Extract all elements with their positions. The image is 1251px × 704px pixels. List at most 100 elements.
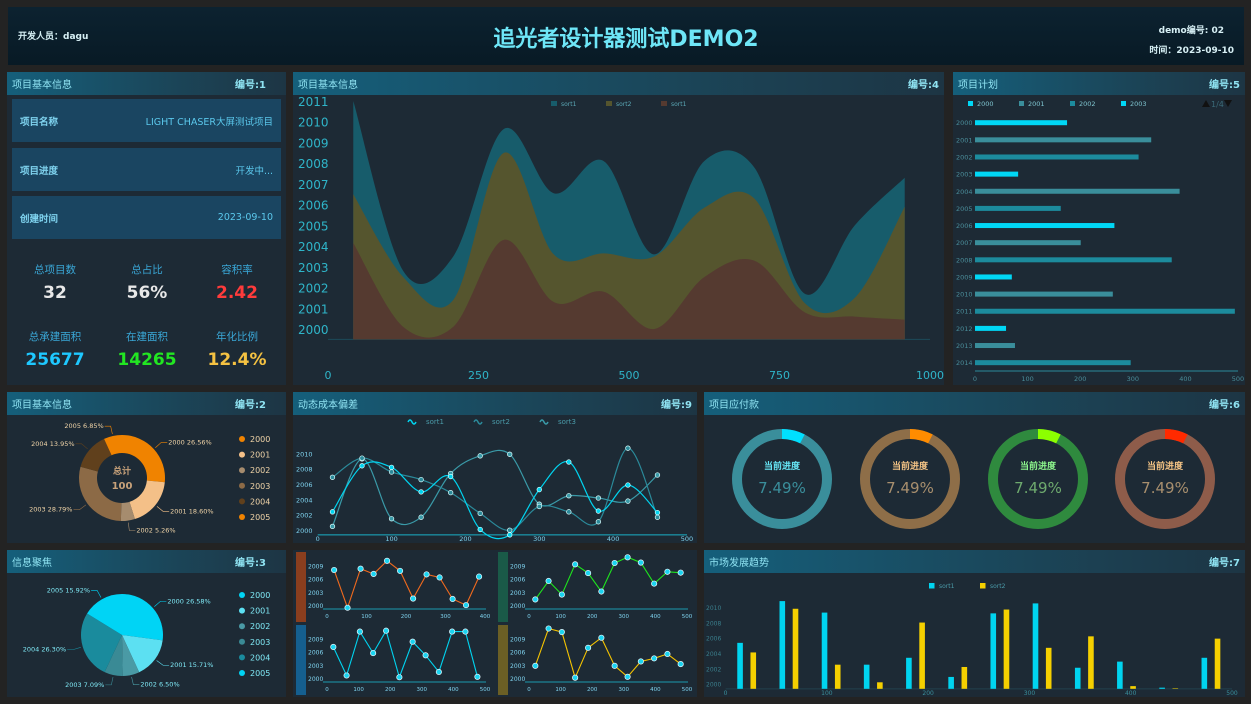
label-leader-line xyxy=(155,442,168,448)
line-series xyxy=(333,560,480,610)
legend-label: 2002 xyxy=(250,466,270,475)
data-point xyxy=(359,463,365,469)
bar xyxy=(948,676,954,689)
x-tick-label: 200 xyxy=(401,614,412,620)
info-label: 项目名称 xyxy=(20,116,59,128)
data-point xyxy=(625,498,631,504)
data-point xyxy=(423,571,430,578)
dashboard-header: 开发人员：dagu 追光者设计器测试DEMO2 demo编号: 02 时间：20… xyxy=(8,7,1244,65)
bar xyxy=(750,652,757,689)
data-point xyxy=(532,596,539,603)
legend-label: 2003 xyxy=(1130,100,1147,108)
data-point xyxy=(558,628,565,636)
data-point xyxy=(356,628,363,635)
bar xyxy=(1130,686,1136,689)
stat-item: 总承建面积 25677 xyxy=(10,329,100,370)
legend-dot xyxy=(239,654,245,661)
y-tick-label: 2002 xyxy=(296,512,313,520)
data-point xyxy=(625,482,631,488)
x-tick-label: 0 xyxy=(527,614,531,620)
data-point xyxy=(585,570,592,577)
pie-slice xyxy=(122,635,140,676)
gauge-value: 7.49% xyxy=(1014,479,1062,497)
info-label: 项目进度 xyxy=(20,165,59,177)
y-tick-label: 2000 xyxy=(298,323,329,337)
pie-slice xyxy=(120,501,135,521)
developer-label: 开发人员：dagu xyxy=(18,32,89,42)
bar xyxy=(779,601,786,689)
label-leader-line xyxy=(91,590,102,598)
x-tick-label: 300 xyxy=(1127,375,1139,383)
gauge-label: 当前进度 xyxy=(1147,460,1184,472)
area-chart: 2000 2001 2002 2003 2004 2005 2006 2007 2008 2009… xyxy=(298,95,944,382)
x-tick-label: 0 xyxy=(316,535,320,543)
stat-item: 在建面积 14265 xyxy=(102,329,192,370)
panel-donut: 项目基本信息 编号:2 2000 26.56% 2000 2001 18.60% 200… xyxy=(7,392,286,543)
line-series xyxy=(534,556,681,600)
y-tick-label: 2004 xyxy=(298,240,329,254)
bar xyxy=(1172,688,1179,689)
legend-dot xyxy=(239,436,245,442)
stat-label: 总承建面积 xyxy=(28,331,82,343)
y-tick-label: 2006 xyxy=(308,650,323,657)
panel-header: 项目基本信息 编号:4 xyxy=(293,72,944,95)
panel-number: 编号:2 xyxy=(235,400,266,411)
slice-label: 2003 28.79% xyxy=(29,506,72,514)
y-tick-label: 2006 xyxy=(296,481,313,489)
line-series xyxy=(534,627,682,680)
pager-down-icon[interactable] xyxy=(1224,100,1232,107)
label-leader-line xyxy=(105,676,114,686)
data-point xyxy=(566,509,572,515)
slice-label: 2001 18.60% xyxy=(170,507,213,515)
legend-dot xyxy=(239,607,245,614)
pie-slice xyxy=(129,480,165,520)
data-point xyxy=(536,503,542,510)
panel-number: 编号:5 xyxy=(1209,80,1240,91)
data-point xyxy=(383,557,391,564)
bar xyxy=(975,137,1152,143)
pager-up-icon[interactable] xyxy=(1202,100,1210,107)
data-point xyxy=(637,658,644,665)
panel-number: 编号:4 xyxy=(908,80,939,91)
x-tick-label: 1000 xyxy=(916,369,944,382)
data-point xyxy=(329,509,336,515)
legend-wave-icon xyxy=(539,419,549,425)
y-tick-label: 2006 xyxy=(308,577,323,584)
y-tick-label: 2000 xyxy=(510,676,525,683)
bar xyxy=(834,664,841,689)
y-tick-label: 2000 xyxy=(510,603,525,610)
x-tick-label: 500 xyxy=(681,535,693,543)
x-tick-label: 400 xyxy=(650,687,661,693)
x-tick-label: 400 xyxy=(448,687,459,693)
data-point xyxy=(330,643,337,651)
stat-item: 年化比例 12.4% xyxy=(192,329,282,370)
donut-chart: 2000 26.56% 2000 2001 18.60% 2001 2002 5.26%… xyxy=(29,422,270,534)
legend-swatch xyxy=(1070,101,1075,106)
legend-dot xyxy=(239,514,245,520)
stat-value: 32 xyxy=(43,283,67,303)
info-row-progress: 项目进度 开发中... xyxy=(12,148,281,191)
data-point xyxy=(477,510,483,517)
y-tick-label: 2009 xyxy=(956,273,973,281)
legend-label: sort1 xyxy=(561,101,577,108)
legend-swatch xyxy=(1019,101,1024,106)
gauge-progress-arc xyxy=(860,429,960,529)
panel-header: 项目计划 编号:5 xyxy=(953,72,1245,95)
series-color-bar xyxy=(296,552,306,622)
x-tick-label: 400 xyxy=(650,614,661,620)
label-leader-line xyxy=(104,425,113,435)
x-tick-label: 500 xyxy=(1232,375,1244,383)
panel-number: 编号:3 xyxy=(235,558,266,569)
data-point xyxy=(654,509,661,516)
y-tick-label: 2009 xyxy=(308,637,323,644)
bar xyxy=(877,682,883,689)
legend-label: 2002 xyxy=(250,622,270,631)
bar xyxy=(975,325,1007,331)
bar xyxy=(1003,609,1010,689)
stat-label: 总占比 xyxy=(131,264,163,276)
legend-label: sort2 xyxy=(990,583,1006,590)
panel-info-focus: 信息聚焦 编号:3 2000 26.58% 2000 2001 15.71% 2001 2… xyxy=(7,550,286,697)
donut-center-value: 100 xyxy=(112,481,133,492)
mini-line-chart-c: 2000 2003 2006 2009 0 100 200 300 400 500 xyxy=(296,625,491,695)
data-point xyxy=(331,566,338,574)
